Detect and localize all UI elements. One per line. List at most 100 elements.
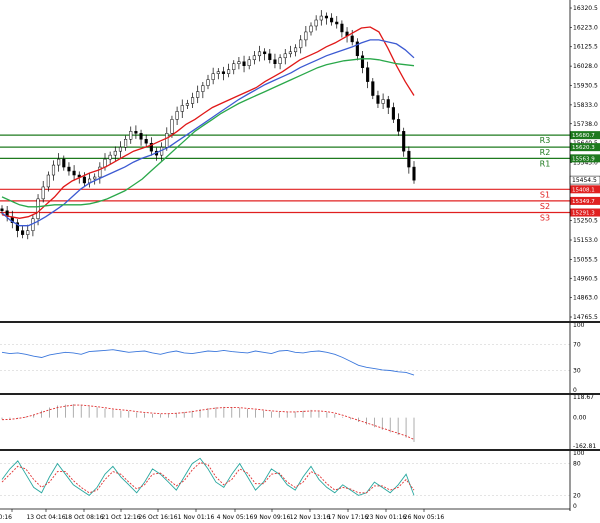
candle-body: [62, 158, 66, 168]
candle-body: [221, 71, 225, 74]
candle-body: [288, 51, 292, 55]
candle-body: [108, 154, 112, 160]
candle-body: [263, 51, 267, 55]
price-axis-tick-label: 15738.0: [573, 121, 598, 128]
panel-separator: [0, 393, 600, 395]
candle-body: [196, 91, 200, 98]
price-axis-tick-label: 15930.5: [573, 82, 598, 89]
x-axis-tick-label: 1 Nov 01:16: [178, 514, 215, 521]
candle-body: [283, 53, 287, 59]
candle-body: [319, 15, 323, 21]
candle-body: [355, 41, 359, 57]
price-axis-tick-label: 15833.0: [573, 102, 598, 109]
candle-body: [175, 111, 179, 120]
candle-body: [330, 17, 334, 23]
candle-body: [371, 81, 375, 96]
osc3-axis-tick-label: 0: [573, 503, 577, 510]
candle-body: [149, 142, 153, 152]
candle-body: [366, 67, 370, 82]
level-label-r1: R1: [540, 159, 551, 168]
osc3-axis-tick-label: 100: [573, 450, 585, 457]
candle-body: [103, 158, 107, 168]
candle-body: [299, 39, 303, 49]
candle-body: [273, 59, 277, 64]
osc3-axis-tick-label: 80: [573, 461, 581, 468]
candle-body: [314, 19, 318, 27]
osc3-axis-tick-label: 20: [573, 492, 581, 499]
x-axis-tick-label: 26 Nov 05:16: [404, 514, 445, 521]
osc2-axis-tick-label: 0.00: [573, 415, 587, 422]
osc1-axis-tick-label: 30: [573, 368, 581, 375]
osc3-main-line: [1, 457, 415, 496]
level-tag-bg: [570, 185, 600, 194]
candle-body: [77, 174, 81, 178]
candle-body: [51, 164, 56, 176]
ma-line-ma-slow: [1, 58, 415, 208]
price-axis-tick-label: 14960.5: [573, 275, 598, 282]
candle-body: [67, 166, 71, 172]
level-tag-r2: 15620.3: [572, 145, 595, 151]
x-axis-tick-label: 21 Oct 12:16: [101, 514, 140, 521]
candle-body: [124, 139, 128, 148]
candle-body: [397, 119, 401, 132]
ma-line-ma-fast: [1, 26, 415, 219]
x-axis-tick-label: 23 Nov 01:16: [366, 514, 407, 521]
candle-body: [227, 69, 231, 74]
candle-body: [180, 105, 184, 112]
candle-body: [252, 55, 256, 61]
osc1-axis-tick-label: 70: [573, 342, 581, 349]
candle-body: [216, 71, 220, 74]
price-axis-tick-label: 16223.0: [573, 24, 598, 31]
candle-body: [185, 103, 189, 106]
level-tag-bg: [570, 196, 600, 205]
osc1-axis-tick-label: 0: [573, 387, 577, 394]
x-axis-tick-label: 18 Oct 08:16: [64, 514, 103, 521]
candle-body: [402, 131, 406, 152]
candle-body: [232, 63, 236, 70]
candle-body: [335, 21, 339, 25]
ma-line-ma-mid: [1, 39, 415, 227]
candle-body: [211, 73, 215, 80]
osc2-signal-line: [1, 404, 415, 440]
candle-body: [82, 176, 86, 184]
level-label-s2: S2: [540, 202, 550, 211]
candle-body: [118, 146, 123, 152]
candle-body: [350, 35, 354, 43]
candle-body: [268, 53, 272, 61]
candle-body: [324, 15, 328, 19]
candle-body: [129, 131, 133, 140]
candle-body: [206, 79, 210, 86]
candle-body: [412, 166, 416, 181]
x-axis-tick-label: ct 00:16: [0, 514, 12, 521]
x-axis-tick-label: 26 Oct 16:16: [138, 514, 177, 521]
candle-body: [21, 230, 25, 235]
osc2-axis-tick-label: -162.81: [573, 443, 596, 450]
level-tag-bg: [570, 154, 600, 163]
candle-body: [376, 95, 380, 104]
price-axis-tick-label: 15153.0: [573, 237, 598, 244]
candle-body: [360, 55, 365, 68]
candle-body: [247, 59, 251, 66]
candle-body: [57, 158, 61, 166]
candle-body: [294, 47, 298, 53]
candle-body: [391, 107, 395, 120]
candle-body: [72, 170, 76, 176]
level-label-s3: S3: [540, 214, 550, 223]
level-label-r3: R3: [540, 136, 551, 145]
price-axis-tick-label: 14863.0: [573, 295, 598, 302]
candle-body: [242, 61, 246, 66]
candle-body: [309, 25, 313, 33]
candle-body: [381, 99, 385, 104]
price-axis-tick-label: 16125.5: [573, 44, 598, 51]
candle-body: [139, 133, 143, 140]
candle-body: [237, 61, 241, 64]
price-axis-tick-label: 15543.0: [573, 160, 598, 167]
candle-body: [304, 31, 308, 41]
level-tag-s1: 15408.1: [572, 187, 595, 193]
panel-separator: [0, 449, 600, 451]
candle-body: [46, 174, 50, 188]
candle-body: [278, 57, 282, 64]
level-tag-s3: 15291.3: [572, 211, 595, 217]
x-axis-tick-label: 17 Nov 17:16: [328, 514, 369, 521]
